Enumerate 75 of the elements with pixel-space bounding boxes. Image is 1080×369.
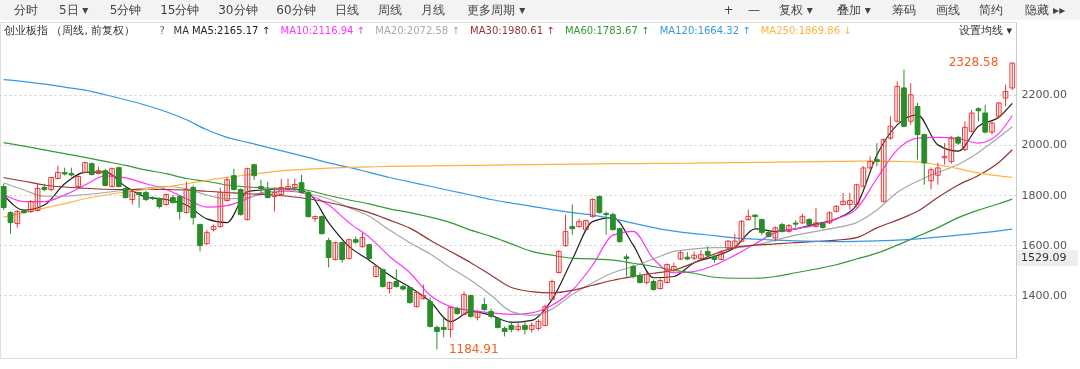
candlestick — [346, 238, 352, 260]
candlestick — [752, 214, 758, 229]
text: 叠加 ▾ — [836, 3, 871, 17]
candlestick — [197, 223, 203, 252]
y-tick-label: 2200.00 — [1021, 88, 1067, 102]
candlestick — [1002, 84, 1009, 107]
candlestick — [887, 115, 894, 141]
candlestick — [786, 223, 792, 234]
text: 日线 — [334, 3, 359, 17]
candlestick — [379, 267, 386, 289]
annotation: 1184.91 — [448, 342, 499, 357]
candlestick — [562, 214, 569, 248]
candlestick — [643, 272, 650, 286]
y-tick-label: 1600.00 — [1021, 238, 1067, 252]
text: 5分钟 — [109, 3, 142, 17]
text: MA120:1664.32 ↑ — [659, 25, 751, 36]
candlestick — [373, 264, 379, 279]
candlestick — [244, 167, 251, 222]
text: 15分钟 — [160, 3, 200, 17]
text: 简约 — [978, 3, 1003, 17]
candlestick — [522, 320, 528, 335]
text: 复权 ▾ — [778, 3, 813, 17]
candlestick — [989, 120, 995, 136]
text: MA60:1783.67 ↑ — [564, 25, 650, 36]
candlestick — [447, 306, 454, 338]
y-tick-label: 1400.00 — [1021, 288, 1067, 302]
text: 1529.09 — [1021, 251, 1067, 264]
candlestick — [312, 215, 318, 223]
chart-title: 创业板指 （周线, 前复权） — [4, 24, 136, 37]
text: MA250:1869.86 ↓ — [760, 25, 852, 36]
text: — — [748, 3, 760, 17]
candlestick — [461, 291, 467, 316]
candlestick — [623, 253, 630, 278]
candlestick — [880, 138, 887, 204]
candlestick — [813, 207, 819, 229]
line-series — [3, 160, 1013, 218]
candlestick — [82, 161, 88, 174]
text: 分时 — [13, 3, 38, 17]
candlestick — [0, 183, 7, 211]
y-tick-label: 1800.00 — [1021, 188, 1067, 202]
candlestick — [982, 104, 989, 135]
text: + — [723, 3, 734, 17]
candlestick — [589, 198, 596, 219]
text: 月线 — [421, 3, 445, 17]
text: MA5:2165.17 ↑ — [191, 25, 271, 36]
text: 隐藏 ▸▸ — [1025, 3, 1066, 17]
candlestick — [555, 249, 562, 274]
text: MA20:2072.58 ↑ — [375, 25, 460, 36]
text: 5日 ▾ — [58, 3, 89, 17]
candlestick — [549, 279, 555, 302]
text: MA30:1980.61 ↑ — [470, 25, 555, 36]
candlestick — [325, 237, 332, 268]
annotation: 2328.58 — [948, 55, 999, 70]
candlestick — [332, 241, 339, 261]
candlestick — [109, 167, 115, 188]
text: 30分钟 — [218, 3, 258, 17]
text: 筹码 — [892, 3, 917, 17]
candlestick — [183, 181, 190, 215]
legend-title: MA — [173, 25, 190, 36]
text: 60分钟 — [276, 3, 316, 17]
text: 周线 — [377, 3, 402, 17]
y-tick-label: 2000.00 — [1021, 138, 1067, 152]
candlestick — [907, 82, 914, 126]
candlestick — [1009, 61, 1016, 91]
candlestick — [874, 142, 880, 167]
text: 画线 — [935, 3, 960, 17]
text: MA10:2116.94 ↑ — [280, 25, 365, 36]
candlestick — [7, 210, 14, 235]
candlestick — [569, 204, 576, 236]
line-series — [3, 79, 1013, 243]
candlestick — [258, 179, 264, 196]
text: 更多周期 ▾ — [467, 3, 526, 17]
candlestick — [894, 80, 901, 123]
annotation: 设置均线 ▾ — [958, 24, 1013, 37]
annotation: ? — [159, 25, 165, 36]
